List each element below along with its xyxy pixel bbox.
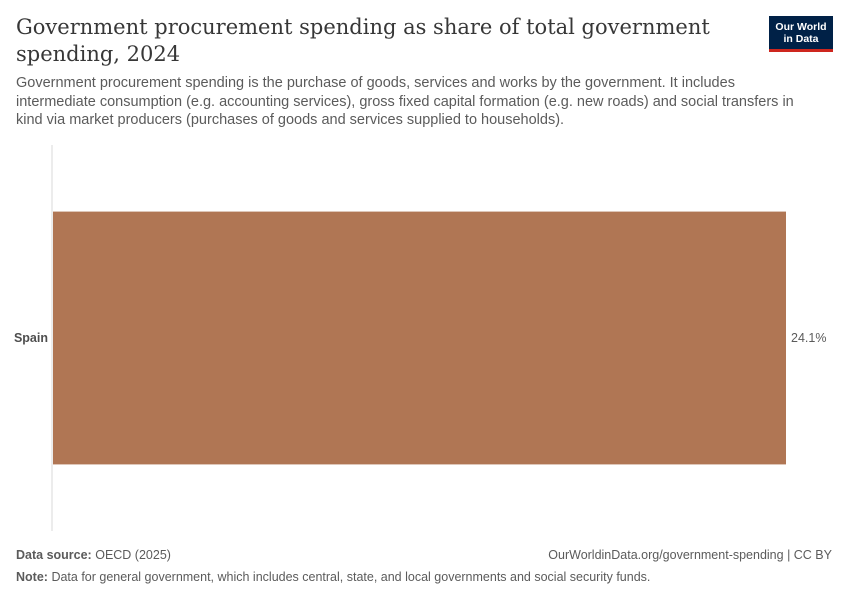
- bar-chart: Spain 24.1%: [14, 145, 826, 531]
- logo-line-2: in Data: [783, 32, 819, 45]
- owid-logo[interactable]: Our World in Data: [769, 16, 833, 52]
- footnote: Note: Data for general government, which…: [16, 570, 650, 584]
- value-label: 24.1%: [791, 331, 826, 345]
- logo-line-1: Our World: [775, 20, 827, 33]
- category-label: Spain: [14, 331, 48, 345]
- bar-spain[interactable]: [53, 211, 786, 465]
- note-label: Note:: [16, 570, 48, 584]
- data-source: Data source: OECD (2025): [16, 548, 171, 562]
- chart-title: Government procurement spending as share…: [16, 15, 710, 66]
- source-link[interactable]: OurWorldinData.org/government-spending |…: [548, 548, 832, 562]
- data-source-value: OECD (2025): [95, 548, 171, 562]
- data-source-label: Data source:: [16, 548, 92, 562]
- chart-subtitle: Government procurement spending is the p…: [16, 75, 794, 128]
- note-value: Data for general government, which inclu…: [51, 570, 651, 584]
